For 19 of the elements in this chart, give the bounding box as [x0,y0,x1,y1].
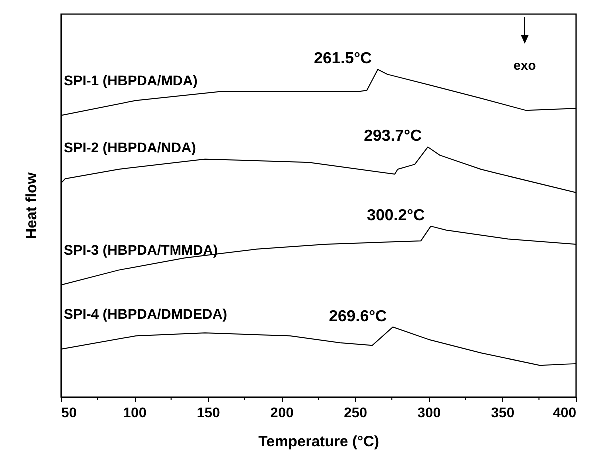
x-tick-label: 400 [553,404,577,420]
annotation: 261.5°C [314,50,373,68]
annotation: exo [514,58,536,73]
x-tick-label: 250 [344,404,368,420]
annotation: 300.2°C [367,207,426,224]
series-label: SPI-1 (HBPDA/MDA) [64,72,198,88]
y-axis-title: Heat flow [24,172,40,240]
x-axis-title: Temperature (°C) [258,434,380,450]
series-label: SPI-3 (HBPDA/TMMDA) [64,242,218,258]
x-tick-label: 350 [491,404,515,420]
series-label: SPI-4 (HBPDA/DMDEDA) [64,306,228,322]
series-label: SPI-2 (HBPDA/NDA) [64,140,196,156]
annotation: 269.6°C [329,308,388,326]
x-tick-label: 50 [62,404,78,420]
x-tick-label: 300 [418,404,442,420]
x-tick-label: 150 [196,404,221,420]
x-tick-label: 200 [270,404,294,420]
x-tick-label: 100 [123,404,147,420]
annotation: 293.7°C [364,128,423,146]
